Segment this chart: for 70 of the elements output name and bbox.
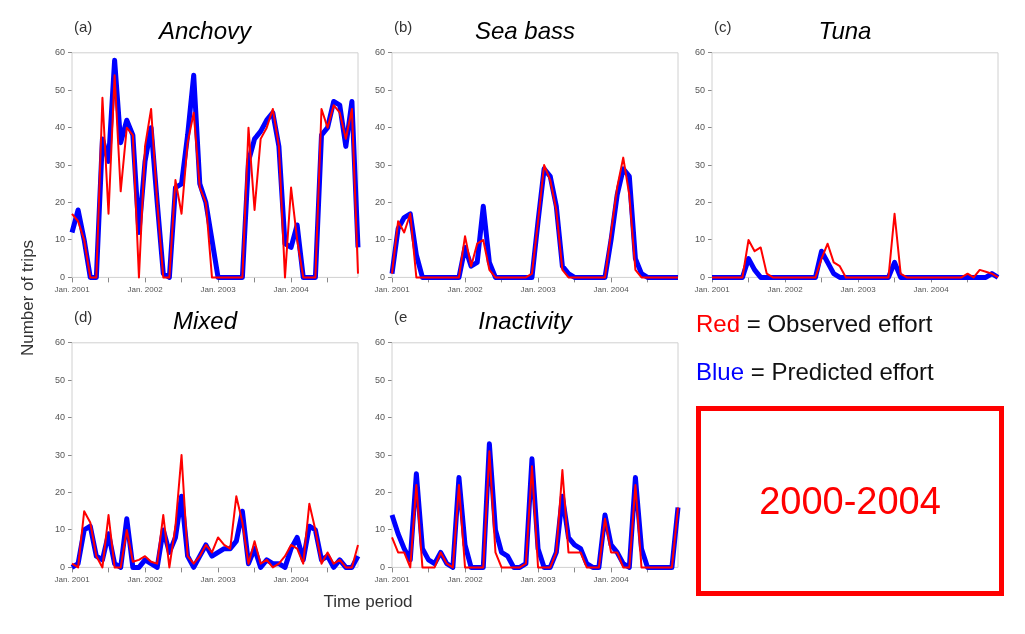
y-tick-label: 60 <box>55 337 66 348</box>
x-tick-label: Jan. 2002 <box>447 575 484 585</box>
text: (e <box>394 308 408 326</box>
y-tick-label: 30 <box>375 159 386 170</box>
x-tick-label: Jan. 2001 <box>374 575 411 585</box>
y-tick-label: 60 <box>375 337 386 348</box>
x-tick-label: Jan. 2003 <box>520 285 557 295</box>
y-tick-label: 40 <box>55 412 66 423</box>
y-tick-label: 60 <box>375 47 386 58</box>
x-tick-label: Jan. 2003 <box>200 575 237 585</box>
x-tick-label: Jan. 2002 <box>127 575 164 585</box>
x-tick-label: Jan. 2001 <box>54 285 91 295</box>
x-tick-label: Jan. 2004 <box>593 575 630 585</box>
y-tick-label: 10 <box>55 234 66 245</box>
text: Blue = Predicted effort <box>696 358 935 386</box>
y-tick-label: 30 <box>55 449 66 460</box>
x-axis-title: Time period <box>322 592 414 612</box>
y-axis-title: Number of trips <box>18 239 38 357</box>
y-tick-label: 40 <box>55 122 66 133</box>
x-tick-label: Jan. 2002 <box>127 285 164 295</box>
y-tick-label: 20 <box>375 487 386 498</box>
y-tick-label: 50 <box>695 84 706 95</box>
y-tick-label: 10 <box>55 524 66 535</box>
y-tick-label: 10 <box>695 234 706 245</box>
y-tick-label: 0 <box>380 561 386 572</box>
x-tick-label: Jan. 2004 <box>273 575 310 585</box>
text: (b) <box>394 18 413 36</box>
y-tick-label: 0 <box>380 271 386 282</box>
y-tick-label: 0 <box>700 271 706 282</box>
text: (d) <box>74 308 93 326</box>
chart-title: Tuna <box>818 17 872 45</box>
y-tick-label: 60 <box>55 47 66 58</box>
chart-title: Inactivity <box>478 307 574 335</box>
x-tick-label: Jan. 2004 <box>273 285 310 295</box>
y-tick-label: 50 <box>55 84 66 95</box>
x-tick-label: Jan. 2001 <box>54 575 91 585</box>
y-tick-label: 20 <box>695 197 706 208</box>
chart-title: Anchovy <box>156 17 254 45</box>
y-tick-label: 0 <box>60 271 66 282</box>
y-tick-label: 50 <box>375 84 386 95</box>
text: (c) <box>714 18 732 36</box>
text: Red = Observed effort <box>696 310 934 338</box>
y-tick-label: 20 <box>55 197 66 208</box>
outline-box: 2000-2004 <box>696 406 1004 596</box>
x-tick-label: Jan. 2001 <box>694 285 731 295</box>
x-tick-label: Jan. 2002 <box>447 285 484 295</box>
y-tick-label: 30 <box>55 159 66 170</box>
y-tick-label: 60 <box>695 47 706 58</box>
x-tick-label: Jan. 2002 <box>767 285 804 295</box>
x-tick-label: Jan. 2003 <box>200 285 237 295</box>
y-tick-label: 10 <box>375 524 386 535</box>
x-tick-label: Jan. 2001 <box>374 285 411 295</box>
y-tick-label: 30 <box>695 159 706 170</box>
y-tick-label: 10 <box>375 234 386 245</box>
chart-title: Sea bass <box>474 17 576 45</box>
x-tick-label: Jan. 2003 <box>840 285 877 295</box>
text: (a) <box>74 18 93 36</box>
y-tick-label: 50 <box>55 374 66 385</box>
y-tick-label: 40 <box>375 122 386 133</box>
x-tick-label: Jan. 2003 <box>520 575 557 585</box>
y-tick-label: 20 <box>375 197 386 208</box>
x-tick-label: Jan. 2004 <box>593 285 630 295</box>
y-tick-label: 30 <box>375 449 386 460</box>
y-tick-label: 40 <box>375 412 386 423</box>
y-tick-label: 50 <box>375 374 386 385</box>
chart-title: Mixed <box>172 307 238 335</box>
y-tick-label: 20 <box>55 487 66 498</box>
x-tick-label: Jan. 2004 <box>913 285 950 295</box>
y-tick-label: 40 <box>695 122 706 133</box>
y-tick-label: 0 <box>60 561 66 572</box>
